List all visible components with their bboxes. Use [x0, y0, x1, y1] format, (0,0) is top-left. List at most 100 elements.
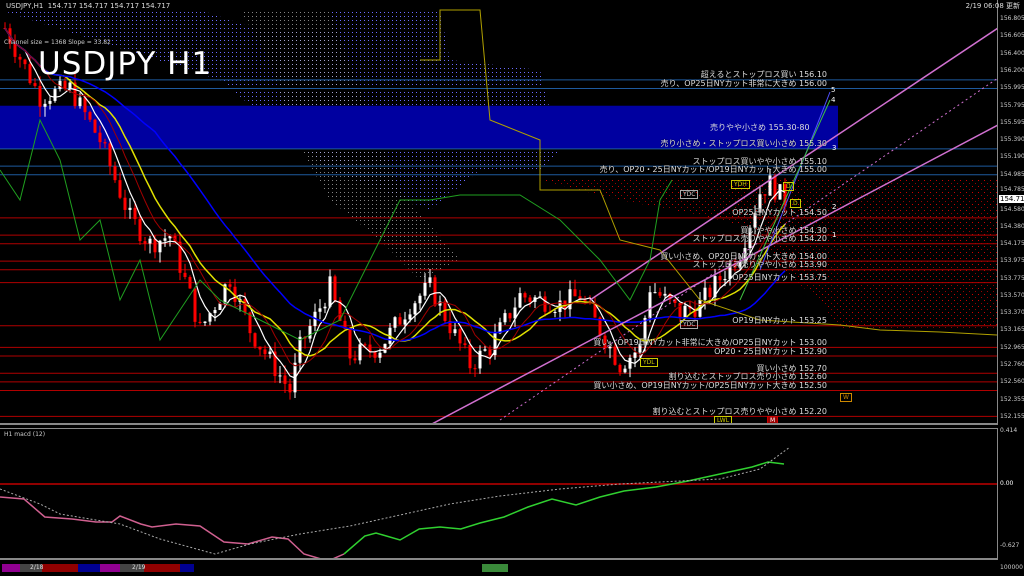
price-axis-label: 154.785 — [1000, 185, 1024, 193]
candle-body — [158, 240, 162, 253]
candle-body — [323, 306, 327, 309]
candle-body — [218, 303, 222, 311]
price-chart[interactable]: USDJPY,H1 154.717 154.717 154.717 154.71… — [0, 0, 998, 425]
candle-body — [298, 336, 302, 363]
sell-zone-label: 売りやや小さめ 155.30-80 — [710, 123, 810, 132]
candle-body — [768, 175, 772, 196]
candle-body — [233, 286, 237, 302]
candle-body — [503, 313, 507, 323]
candle-body — [283, 375, 287, 384]
candle-body — [353, 358, 357, 361]
candle-body — [118, 180, 122, 198]
candle-body — [753, 212, 757, 228]
forecast-line — [739, 99, 831, 301]
candle-body — [493, 333, 497, 356]
macd-signal-line — [0, 446, 791, 555]
candle-body — [108, 143, 112, 167]
wave-label-2: 2 — [832, 203, 837, 211]
candle-body — [33, 83, 37, 86]
candle-body — [633, 352, 637, 358]
candle-body — [658, 292, 662, 296]
price-axis-label: 153.775 — [1000, 274, 1024, 282]
candle-body — [358, 344, 362, 361]
candle-body — [433, 277, 437, 306]
level-annotation: OP25日NYカット 153.75 — [732, 273, 827, 283]
level-annotation: 買いやや小さめ 154.30 — [740, 225, 827, 235]
candle-body — [58, 80, 62, 90]
candle-body — [648, 292, 652, 318]
candle-body — [713, 276, 717, 298]
price-axis-label: 155.995 — [1000, 84, 1024, 92]
candle-body — [248, 312, 252, 334]
candle-body — [613, 346, 617, 365]
candle-body — [568, 289, 572, 310]
level-annotation: 売り小さめ・ストップロス買い小さめ 155.30 — [660, 139, 827, 149]
candle-body — [143, 241, 147, 244]
d-tag: D — [783, 182, 794, 191]
candle-body — [603, 335, 607, 349]
candle-body — [668, 293, 672, 300]
wave-label-1: 1 — [832, 231, 837, 239]
candle-body — [198, 321, 202, 323]
candle-body — [703, 287, 707, 300]
candle-body — [723, 278, 727, 281]
scroll-marker[interactable] — [482, 564, 508, 572]
price-axis-label: 152.965 — [1000, 343, 1024, 351]
candle-body — [628, 357, 632, 369]
time-axis[interactable]: 2/18 2/19 — [0, 561, 998, 576]
candle-body — [13, 43, 17, 57]
candle-body — [128, 207, 132, 210]
d-tag-2: D — [790, 199, 801, 208]
date-label-2-18: 2/18 — [30, 564, 44, 571]
macd-panel[interactable] — [0, 428, 998, 560]
candle-body — [783, 184, 787, 207]
candle-body — [318, 308, 322, 312]
lwl-tag: LWL — [714, 416, 733, 423]
candle-body — [718, 276, 722, 281]
price-axis-label: 152.560 — [1000, 378, 1024, 386]
level-annotation: OP19日NYカット 153.25 — [732, 316, 827, 326]
price-axis-label: 155.795 — [1000, 101, 1024, 109]
candle-body — [348, 328, 352, 359]
level-annotation: OP25日NYカット 154.50 — [732, 208, 827, 218]
price-axis-label: 154.175 — [1000, 239, 1024, 247]
candle-body — [88, 112, 92, 120]
candle-body — [43, 103, 47, 107]
candle-body — [378, 352, 382, 358]
price-axis-label: 153.370 — [1000, 309, 1024, 317]
date-label-2-19: 2/19 — [132, 564, 146, 571]
candle-body — [693, 308, 697, 317]
candle-body — [478, 350, 482, 369]
forecast-line — [759, 91, 831, 271]
price-axis-label: 154.380 — [1000, 222, 1024, 230]
candle-body — [263, 349, 267, 355]
session-segment — [120, 564, 144, 572]
candle-body — [423, 282, 427, 296]
macd-canvas — [0, 446, 997, 558]
macd-axis-zero: 0.00 — [1000, 480, 1014, 487]
candle-body — [223, 284, 227, 304]
candle-body — [183, 272, 187, 278]
channel-mid-line — [499, 78, 997, 421]
ichimoku-baseline — [420, 9, 997, 336]
candle-body — [448, 320, 452, 334]
candle-body — [508, 313, 512, 319]
price-axis-label: 156.400 — [1000, 49, 1024, 57]
level-annotation: 買い小さめ、OP19日NYカット/OP25日NYカット大きめ 152.50 — [593, 381, 827, 391]
candle-body — [608, 346, 612, 349]
session-segment — [20, 564, 42, 572]
candle-body — [278, 375, 282, 377]
sell-zone-box — [0, 105, 838, 149]
candle-body — [213, 310, 217, 314]
level-annotation: 売り、OP20・25日NYカット/OP19日NYカット大きめ 155.00 — [599, 165, 827, 175]
candle-body — [418, 295, 422, 304]
price-chart-canvas — [0, 9, 997, 423]
candle-body — [168, 235, 172, 239]
candle-body — [468, 344, 472, 369]
wave-label-4: 4 — [831, 96, 836, 104]
candle-body — [758, 194, 762, 213]
price-axis-label: 153.570 — [1000, 291, 1024, 299]
candle-body — [728, 263, 732, 279]
price-axis-label: 155.595 — [1000, 118, 1024, 126]
